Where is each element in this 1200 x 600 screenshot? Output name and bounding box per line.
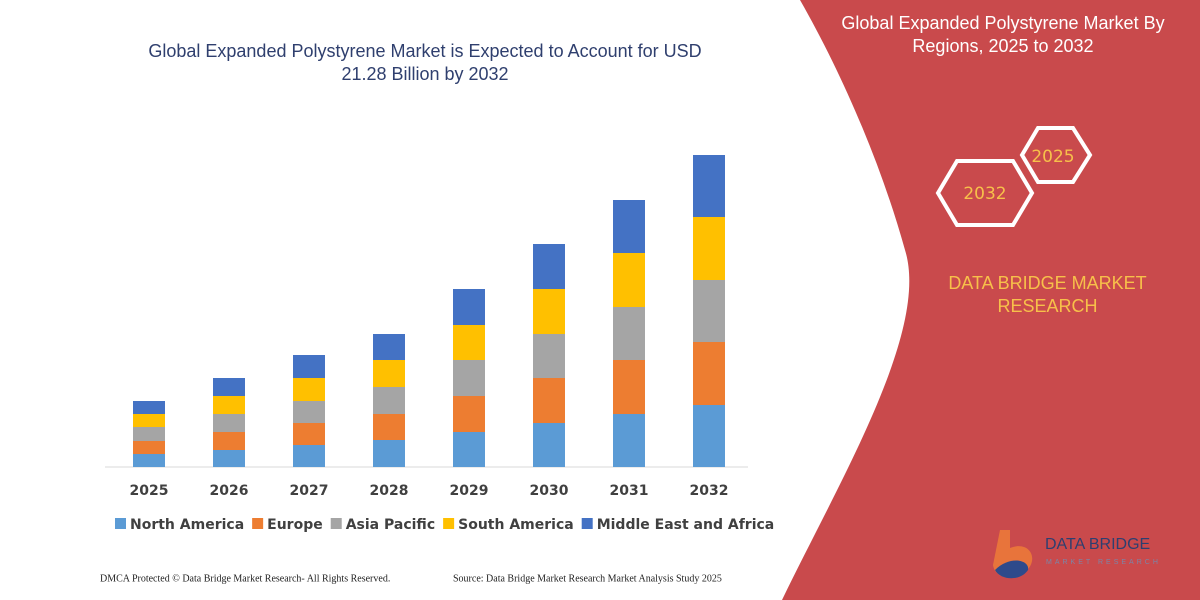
logo-tagline: MARKET RESEARCH bbox=[1046, 559, 1161, 566]
legend-label: Asia Pacific bbox=[346, 517, 435, 533]
footer-left: DMCA Protected © Data Bridge Market Rese… bbox=[100, 573, 390, 584]
bar-segment bbox=[133, 441, 165, 454]
legend-label: Middle East and Africa bbox=[597, 517, 775, 533]
panel-title: Global Expanded Polystyrene Market By Re… bbox=[841, 13, 1165, 57]
bar-segment bbox=[613, 414, 645, 467]
x-tick-label: 2030 bbox=[530, 483, 569, 499]
bar-segment bbox=[293, 355, 325, 378]
bar-segment bbox=[373, 440, 405, 467]
bar-segment bbox=[293, 378, 325, 401]
bar-segment bbox=[453, 396, 485, 432]
logo-name: DATA BRIDGE bbox=[1045, 536, 1150, 553]
bar-segment bbox=[213, 450, 245, 467]
hex-label: 2025 bbox=[1031, 147, 1074, 167]
bar-segment bbox=[213, 396, 245, 414]
footer-right: Source: Data Bridge Market Research Mark… bbox=[453, 573, 722, 584]
bar-segment bbox=[373, 334, 405, 360]
legend-swatch bbox=[443, 518, 455, 529]
x-tick-label: 2029 bbox=[450, 483, 489, 499]
legend-label: North America bbox=[130, 517, 244, 533]
bar-segment bbox=[453, 360, 485, 396]
x-tick-label: 2028 bbox=[370, 483, 409, 499]
x-tick-label: 2031 bbox=[610, 483, 649, 499]
bar-segment bbox=[693, 280, 725, 342]
brand: DATA BRIDGE MARKET RESEARCH bbox=[948, 273, 1147, 317]
bar-segment bbox=[533, 378, 565, 423]
bar-segment bbox=[693, 342, 725, 405]
bar-segment bbox=[613, 360, 645, 414]
bar-segment bbox=[133, 414, 165, 427]
legend-label: South America bbox=[458, 517, 574, 533]
legend-swatch bbox=[581, 518, 593, 529]
bar-segment bbox=[453, 432, 485, 467]
legend-swatch bbox=[252, 518, 264, 529]
logo-icon bbox=[995, 560, 1029, 579]
bar-segment bbox=[373, 414, 405, 440]
bar-segment bbox=[613, 200, 645, 253]
chart-title: Global Expanded Polystyrene Market is Ex… bbox=[148, 41, 702, 85]
hexagon bbox=[935, 159, 1035, 227]
legend-swatch bbox=[330, 518, 342, 529]
bar-segment bbox=[693, 405, 725, 467]
x-tick-label: 2032 bbox=[690, 483, 729, 499]
bar-segment bbox=[213, 432, 245, 450]
bar-segment bbox=[213, 414, 245, 432]
hex-label: 2032 bbox=[963, 184, 1006, 204]
bar-segment bbox=[293, 445, 325, 467]
bar-segment bbox=[133, 454, 165, 467]
bar-segment bbox=[533, 244, 565, 289]
bar-segment bbox=[613, 253, 645, 307]
bar-segment bbox=[453, 289, 485, 325]
bar-segment bbox=[533, 423, 565, 467]
bar-segment bbox=[693, 217, 725, 280]
bar-segment bbox=[453, 325, 485, 360]
legend-label: Europe bbox=[267, 517, 323, 533]
x-tick-label: 2025 bbox=[130, 483, 169, 499]
bar-segment bbox=[533, 334, 565, 378]
bar-segment bbox=[133, 427, 165, 441]
bar-segment bbox=[213, 378, 245, 396]
bar-segment bbox=[293, 423, 325, 445]
side-panel bbox=[782, 0, 1200, 600]
bar-segment bbox=[133, 401, 165, 414]
bar-segment bbox=[533, 289, 565, 334]
bar-segment bbox=[613, 307, 645, 360]
x-tick-label: 2027 bbox=[290, 483, 329, 499]
bar-segment bbox=[693, 155, 725, 217]
bar-segment bbox=[373, 360, 405, 387]
legend-swatch bbox=[115, 518, 126, 529]
hexagon bbox=[1019, 126, 1093, 184]
bar-segment bbox=[293, 401, 325, 423]
bar-segment bbox=[373, 387, 405, 414]
x-tick-label: 2026 bbox=[210, 483, 249, 499]
